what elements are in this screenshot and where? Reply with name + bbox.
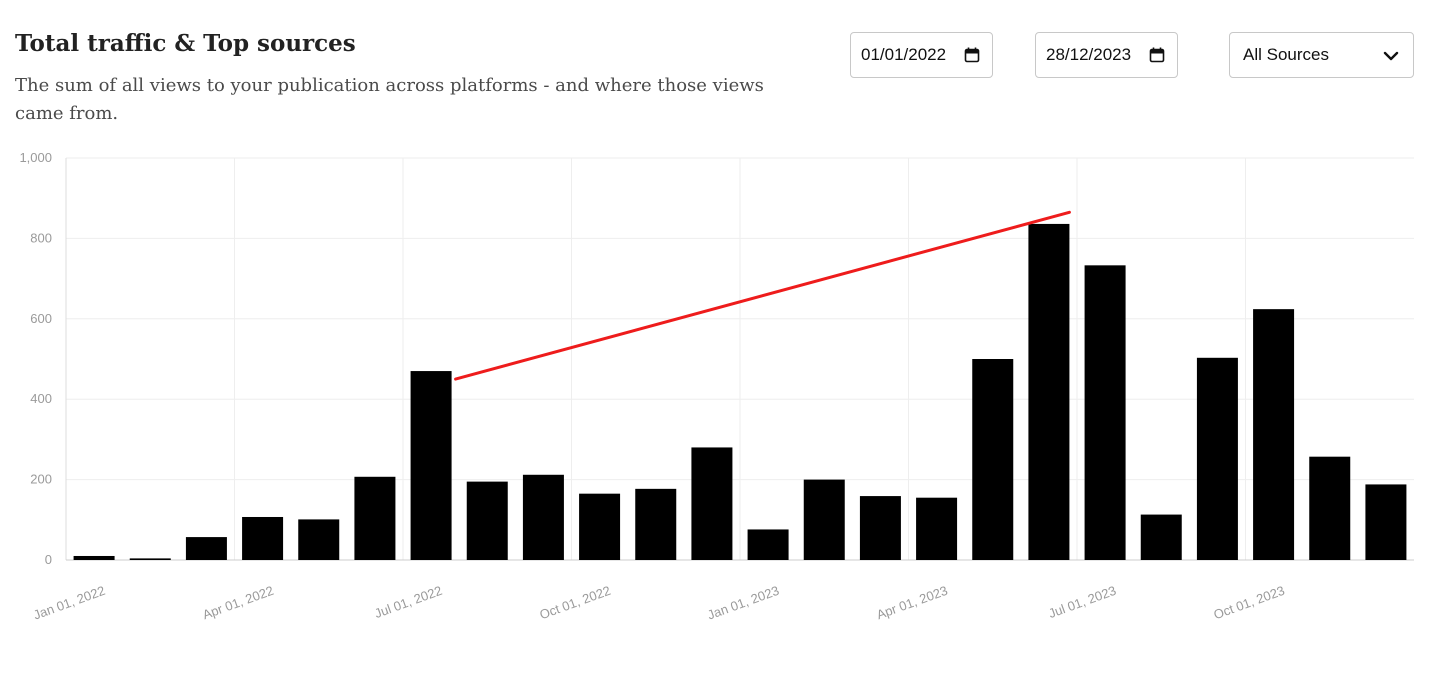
x-tick-label: Oct 01, 2022 — [538, 583, 613, 623]
y-tick-label: 200 — [30, 472, 52, 487]
bar-2023-07 — [1084, 265, 1126, 560]
x-tick-label: Jan 01, 2023 — [705, 583, 781, 623]
start-date-value: 01/01/2022 — [861, 45, 947, 64]
chevron-down-icon — [1383, 51, 1399, 61]
source-select-value: All Sources — [1243, 45, 1329, 64]
bar-2022-07 — [410, 371, 452, 560]
bar-2023-04 — [916, 497, 958, 560]
y-tick-label: 600 — [30, 311, 52, 326]
x-tick-label: Jan 01, 2022 — [31, 583, 107, 623]
source-select[interactable]: All Sources — [1229, 32, 1414, 78]
bar-2023-12 — [1365, 484, 1407, 560]
chart-bars — [73, 223, 1407, 560]
bar-2023-09 — [1196, 357, 1238, 560]
page-subtitle: The sum of all views to your publication… — [15, 75, 764, 124]
traffic-bar-chart: 0 200 400 600 800 1,000 Jan 01, 2022 Apr 01, 20… — [19, 150, 1414, 623]
bar-2023-10 — [1253, 309, 1295, 560]
start-date-input[interactable]: 01/01/2022 — [850, 32, 993, 78]
chart-annotation — [454, 210, 1071, 381]
y-tick-label: 1,000 — [19, 150, 52, 165]
bar-2022-03 — [185, 537, 227, 560]
bar-2023-01 — [747, 529, 789, 560]
bar-2022-02 — [129, 558, 171, 560]
calendar-icon[interactable] — [964, 47, 980, 63]
bar-2022-06 — [354, 476, 396, 560]
y-tick-label: 400 — [30, 391, 52, 406]
y-tick-label: 0 — [45, 552, 52, 567]
calendar-icon[interactable] — [1149, 47, 1165, 63]
bar-2023-11 — [1309, 456, 1351, 560]
bar-2022-12 — [691, 447, 733, 560]
bar-2022-10 — [579, 493, 621, 560]
x-tick-label: Oct 01, 2023 — [1212, 583, 1287, 623]
bar-2022-04 — [242, 516, 284, 560]
end-date-input[interactable]: 28/12/2023 — [1035, 32, 1178, 78]
bar-2022-11 — [635, 488, 677, 560]
bar-2023-03 — [859, 496, 901, 560]
x-tick-label: Apr 01, 2022 — [201, 583, 276, 623]
bar-2023-06 — [1028, 223, 1070, 560]
trend-annotation-line — [454, 210, 1071, 381]
bar-2022-01 — [73, 555, 115, 560]
bar-2023-08 — [1140, 514, 1182, 560]
x-tick-label: Jul 01, 2023 — [1046, 583, 1118, 621]
x-tick-label: Jul 01, 2022 — [372, 583, 444, 621]
y-tick-label: 800 — [30, 230, 52, 245]
chart-grid — [66, 157, 1414, 560]
end-date-value: 28/12/2023 — [1046, 45, 1132, 64]
bar-2022-09 — [522, 474, 564, 560]
page-title: Total traffic & Top sources — [15, 30, 356, 57]
bar-2023-02 — [803, 479, 845, 560]
bar-2022-05 — [298, 519, 340, 560]
x-tick-label: Apr 01, 2023 — [875, 583, 950, 623]
bar-2022-08 — [466, 481, 508, 560]
bar-2023-05 — [972, 359, 1014, 560]
